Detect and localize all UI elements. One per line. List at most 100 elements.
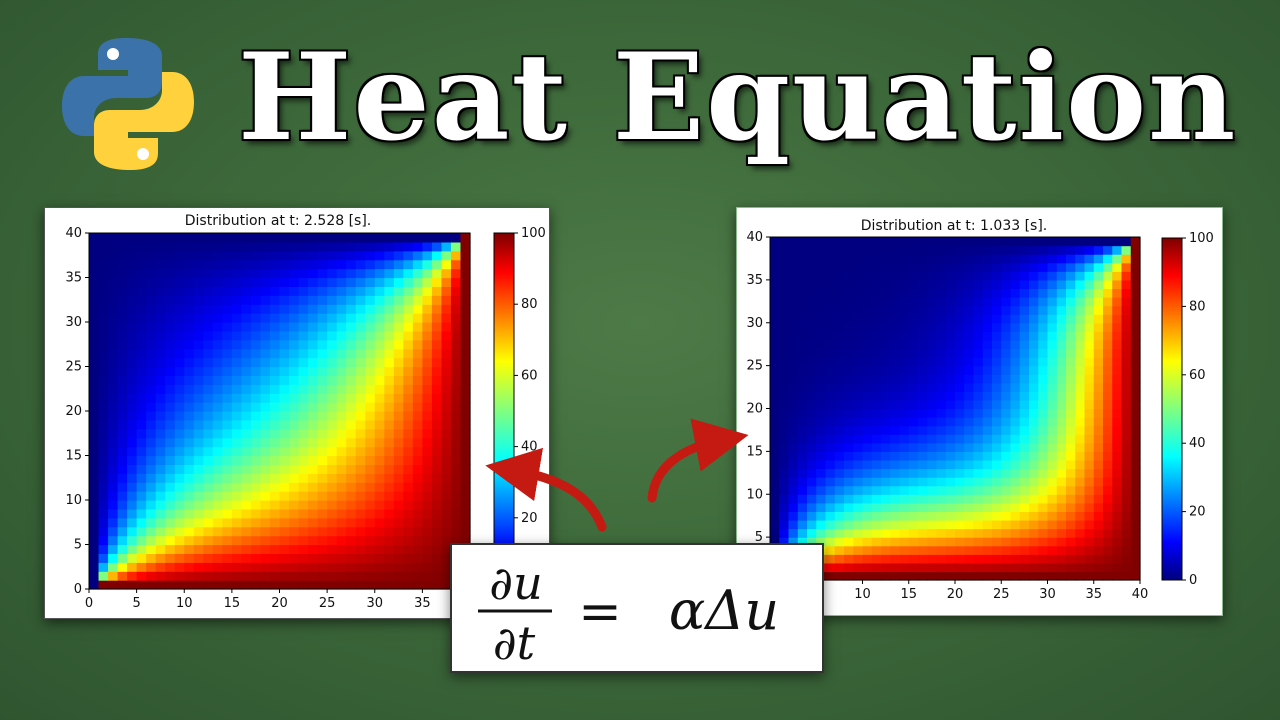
heatmap-cell xyxy=(108,339,119,350)
heatmap-cell xyxy=(881,254,891,264)
heatmap-cell xyxy=(298,482,309,492)
heatmap-cell xyxy=(955,562,965,573)
heatmap-cell xyxy=(374,384,385,394)
heatmap-cell xyxy=(136,393,147,403)
heatmap-cell xyxy=(1084,511,1095,521)
heatmap-cell xyxy=(1066,271,1076,281)
heatmap-cell xyxy=(222,348,233,359)
heatmap-cell xyxy=(1038,254,1049,264)
heatmap-cell xyxy=(1084,288,1095,298)
heatmap-cell xyxy=(936,494,947,504)
heatmap-cell xyxy=(136,544,147,554)
heatmap-cell xyxy=(146,517,157,528)
heatmap-cell xyxy=(269,250,281,261)
heatmap-cell xyxy=(155,508,166,519)
heatmap-cell xyxy=(269,233,281,243)
heatmap-cell xyxy=(927,459,938,470)
heatmap-cell xyxy=(788,322,799,332)
heatmap-cell xyxy=(374,402,385,412)
heatmap-cell xyxy=(881,399,891,410)
heatmap-cell xyxy=(1075,502,1086,512)
heatmap-cell xyxy=(298,500,309,510)
heatmap-cell xyxy=(1019,442,1030,452)
heatmap-cell xyxy=(174,535,185,546)
heatmap-cell xyxy=(899,442,910,452)
heatmap-cell xyxy=(779,399,790,410)
heatmap-cell xyxy=(1103,391,1113,401)
heatmap-cell xyxy=(250,250,262,261)
heatmap-cell xyxy=(955,288,965,298)
heatmap-cell xyxy=(193,580,204,590)
heatmap-cell xyxy=(431,402,443,412)
heatmap-cell xyxy=(184,535,195,546)
heatmap-cell xyxy=(788,339,799,350)
heatmap-cell xyxy=(955,519,965,530)
heatmap-cell xyxy=(441,375,452,385)
heatmap-cell xyxy=(1047,477,1058,487)
heatmap-cell xyxy=(289,482,300,492)
heatmap-cell xyxy=(1130,374,1141,384)
heatmap-cell xyxy=(890,391,901,401)
heatmap-cell xyxy=(1056,528,1067,538)
heatmap-cell xyxy=(241,322,252,332)
heatmap-cell xyxy=(1084,305,1095,315)
heatmap-cell xyxy=(825,254,836,264)
heatmap-cell xyxy=(853,382,864,392)
heatmap-cell xyxy=(1103,502,1113,512)
heatmap-cell xyxy=(336,250,347,261)
heatmap-cell xyxy=(1093,477,1104,487)
heatmap-cell xyxy=(1112,468,1123,478)
heatmap-cell xyxy=(807,262,817,272)
heatmap-cell xyxy=(936,434,947,444)
heatmap-cell xyxy=(844,245,854,255)
heatmap-cell xyxy=(908,477,919,487)
heatmap-cell xyxy=(1112,271,1123,281)
heatmap-cell xyxy=(1019,314,1030,324)
heatmap-cell xyxy=(1029,357,1039,367)
heatmap-cell xyxy=(174,384,185,394)
heatmap-cell xyxy=(203,393,214,403)
heatmap-cell xyxy=(1010,374,1021,384)
heatmap-cell xyxy=(834,305,845,315)
heatmap-cell xyxy=(260,375,271,385)
heatmap-cell xyxy=(165,491,176,501)
heatmap-cell xyxy=(431,313,443,323)
heatmap-cell xyxy=(1056,399,1067,410)
heatmap-cell xyxy=(1103,477,1113,487)
heatmap-cell xyxy=(1075,528,1086,538)
heatmap-cell xyxy=(770,245,780,255)
heatmap-cell xyxy=(431,508,443,519)
y-tick-label: 25 xyxy=(65,360,82,375)
heatmap-cell xyxy=(441,526,452,537)
heatmap-cell xyxy=(165,241,176,252)
heatmap-cell xyxy=(992,305,1002,315)
heatmap-cell xyxy=(279,553,290,563)
heatmap-cell xyxy=(450,491,462,501)
heatmap-cell xyxy=(1047,288,1058,298)
heatmap-cell xyxy=(317,295,328,305)
heatmap-cell xyxy=(384,500,395,510)
heatmap-cell xyxy=(1066,305,1076,315)
heatmap-cell xyxy=(365,437,376,448)
heatmap-cell xyxy=(844,339,854,350)
heatmap-cell xyxy=(807,271,817,281)
heatmap-cell xyxy=(1047,339,1058,350)
heatmap-cell xyxy=(816,348,827,358)
heatmap-cell xyxy=(918,271,928,281)
heatmap-cell xyxy=(908,348,919,358)
heatmap-cell xyxy=(193,464,204,474)
heatmap-cell xyxy=(193,348,204,359)
heatmap-cell xyxy=(146,393,157,403)
heatmap-cell xyxy=(450,339,462,350)
heatmap-cell xyxy=(927,511,938,521)
heatmap-cell xyxy=(460,384,471,394)
heatmap-cell xyxy=(393,348,404,359)
heatmap-cell xyxy=(165,259,176,270)
heatmap-cell xyxy=(1093,297,1104,307)
heatmap-cell xyxy=(403,562,414,572)
heatmap-cell xyxy=(193,286,204,296)
heatmap-cell xyxy=(222,419,233,430)
heatmap-cell xyxy=(862,434,873,444)
heatmap-cell xyxy=(384,580,395,590)
heatmap-cell xyxy=(1093,365,1104,375)
